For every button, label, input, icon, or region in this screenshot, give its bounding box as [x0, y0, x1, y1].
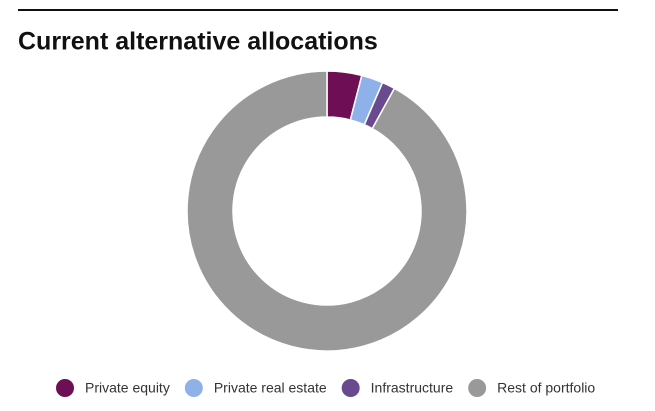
legend-swatch [56, 379, 74, 397]
legend-label: Infrastructure [371, 380, 454, 396]
legend-swatch [184, 379, 203, 397]
legend-label: Private real estate [214, 380, 327, 396]
legend-swatch [341, 379, 360, 397]
chart-title: Current alternative allocations [18, 28, 378, 56]
legend-label: Private equity [85, 380, 170, 396]
legend-label: Rest of portfolio [497, 380, 595, 396]
donut-slice [186, 70, 468, 352]
legend-swatch [468, 379, 487, 397]
